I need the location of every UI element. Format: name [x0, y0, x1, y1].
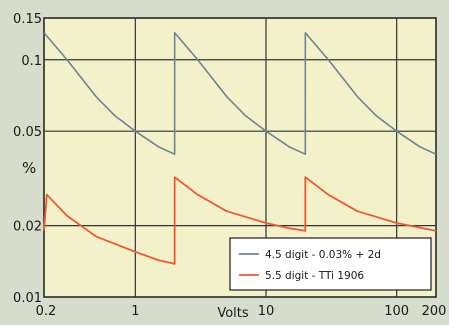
legend-box [229, 237, 432, 291]
y-tick-label: 0.1 [21, 54, 42, 69]
tick-layer: 0.2 1 10 100 200 0.01 0.02 0.05 0.1 0.15 [13, 12, 446, 319]
y-tick-label: 0.02 [13, 220, 42, 235]
legend-label-2: 5.5 digit - TTi 1906 [265, 270, 364, 282]
y-tick-label: 0.05 [13, 125, 42, 140]
x-tick-label: 100 [384, 304, 409, 319]
x-tick-label: 0.2 [36, 304, 57, 319]
legend: 4.5 digit - 0.03% + 2d 5.5 digit - TTi 19… [229, 237, 432, 291]
series-layer [43, 31, 437, 265]
y-tick-label: 0.01 [13, 291, 42, 306]
series-line-2 [43, 176, 437, 265]
x-axis-label: Volts [217, 306, 249, 321]
x-tick-label: 200 [422, 304, 447, 319]
series-line-1 [43, 31, 437, 155]
x-tick-label: 1 [131, 304, 139, 319]
y-axis-label: % [22, 159, 36, 177]
x-tick-label: 10 [258, 304, 275, 319]
y-tick-label: 0.15 [13, 12, 42, 27]
legend-label-1: 4.5 digit - 0.03% + 2d [265, 249, 381, 261]
